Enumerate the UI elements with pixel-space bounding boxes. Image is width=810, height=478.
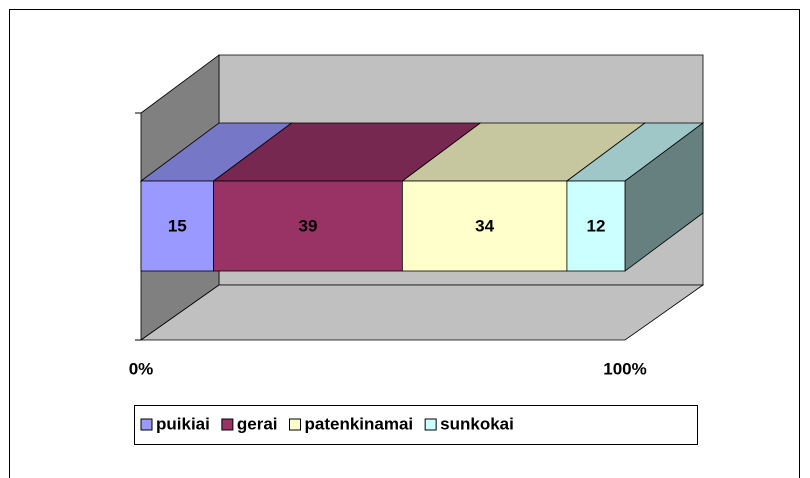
legend-swatch bbox=[289, 418, 301, 431]
bar bbox=[401, 180, 568, 272]
legend-swatch bbox=[221, 418, 234, 431]
legend-label: patenkinamai bbox=[305, 414, 414, 433]
legend-swatch bbox=[140, 418, 153, 431]
data-label: 39 bbox=[299, 216, 318, 235]
legend-label: sunkokai bbox=[440, 414, 514, 433]
data-label: 34 bbox=[475, 216, 494, 235]
data-label: 15 bbox=[168, 216, 187, 235]
legend-items: puikiai gerai patenkinamai sunkokai bbox=[140, 414, 514, 433]
bar bbox=[213, 180, 403, 272]
bar bbox=[140, 180, 214, 272]
x-tick-label: 0% bbox=[129, 359, 154, 378]
legend-label: puikiai bbox=[156, 414, 210, 433]
x-tick-label: 100% bbox=[603, 359, 646, 378]
data-label: 12 bbox=[586, 216, 605, 235]
bars: 15 39 34 12 bbox=[139, 122, 705, 272]
legend-swatch bbox=[424, 418, 437, 431]
bar bbox=[566, 180, 626, 272]
floor bbox=[139, 284, 705, 341]
legend-label: gerai bbox=[237, 414, 278, 433]
legend bbox=[134, 405, 698, 445]
